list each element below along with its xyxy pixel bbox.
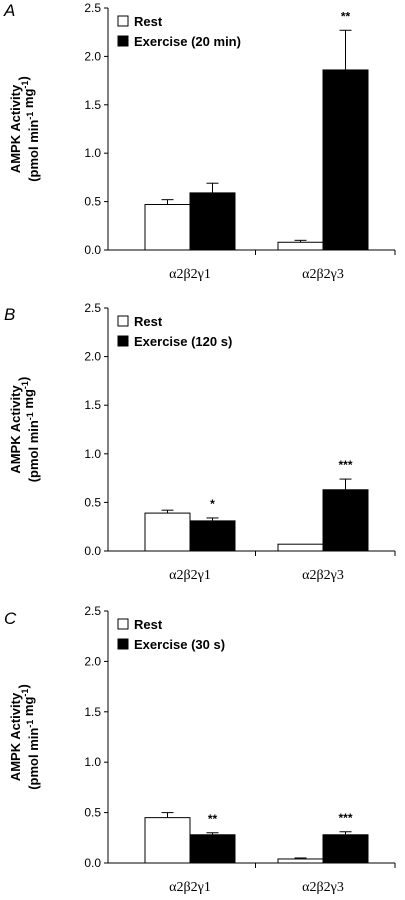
- y-tick-label: 2.0: [84, 654, 101, 668]
- y-axis-label: AMPK Activity (pmol min-1 mg-1): [8, 76, 41, 182]
- y-axis-label-ylabel-line2-main: (pmol min: [26, 120, 41, 182]
- bar-exercise: [189, 520, 236, 552]
- y-tick-label: 1.5: [84, 98, 101, 112]
- panel-b: B 0.0 0.5 1.0 1.5 2.0 2.5 α2β2γ1 α2β2γ3 AMPK Acti…: [4, 301, 396, 583]
- y-axis-label-ylabel-end: ): [16, 377, 31, 381]
- y-axis-label-ylabel-mid: mg: [21, 89, 36, 112]
- legend-label: Rest: [134, 617, 163, 632]
- y-axis-label-ylabel-end: ): [16, 684, 31, 688]
- bar-rest: [277, 858, 324, 864]
- legend-label: Rest: [134, 314, 163, 329]
- y-axis-label-ylabel-mid: mg: [21, 697, 36, 720]
- significance-marker: **: [208, 812, 218, 826]
- y-axis-label-line1: AMPK Activity: [8, 385, 23, 474]
- bar-exercise: [322, 69, 369, 251]
- y-axis-label-ylabel-line2-main: (pmol min: [26, 420, 41, 482]
- legend-swatch: [117, 618, 129, 630]
- y-tick-label: 0.5: [84, 195, 101, 209]
- y-tick-label: 0.0: [84, 856, 101, 870]
- y-axis-label-ylabel-end: ): [16, 76, 31, 80]
- significance-marker: *: [210, 497, 215, 511]
- legend-swatch: [117, 638, 129, 650]
- y-axis-label-ylabel-sup1: -1: [25, 412, 35, 420]
- legend-label: Rest: [134, 14, 163, 29]
- y-axis-label: AMPK Activity (pmol min-1 mg-1): [8, 684, 41, 790]
- legend-label: Exercise (20 min): [134, 34, 241, 49]
- y-tick-label: 1.0: [84, 755, 101, 769]
- y-tick-label: 2.0: [84, 49, 101, 63]
- y-axis-label-line2: (pmol min-1 mg-1): [16, 76, 41, 182]
- y-axis-label-line1: AMPK Activity: [8, 84, 23, 173]
- y-axis-label-line2: (pmol min-1 mg-1): [16, 377, 41, 483]
- significance-marker: **: [341, 9, 351, 23]
- panel-letter: A: [3, 1, 15, 20]
- y-axis-label-line2: (pmol min-1 mg-1): [16, 684, 41, 790]
- legend-label: Exercise (120 s): [134, 334, 232, 349]
- y-tick-label: 0.5: [84, 495, 101, 509]
- y-tick-label: 2.5: [84, 301, 101, 315]
- category-label: α2β2γ1: [169, 267, 211, 282]
- y-axis-label-ylabel-sup1: -1: [25, 112, 35, 120]
- legend-label: Exercise (30 s): [134, 637, 225, 652]
- y-tick-label: 0.5: [84, 806, 101, 820]
- panel-letter: C: [4, 609, 17, 628]
- y-axis-label-ylabel-line2-main: (pmol min: [26, 728, 41, 790]
- bar-rest: [144, 204, 191, 251]
- y-axis-label-ylabel-sup1: -1: [25, 720, 35, 728]
- category-label: α2β2γ1: [169, 880, 211, 895]
- panel-a: A 0.0 0.5 1.0 1.5 2.0 2.5 α2β2γ1 α2β2γ3 AMPK Acti…: [3, 1, 396, 282]
- y-tick-label: 1.5: [84, 398, 101, 412]
- y-axis-label-line1: AMPK Activity: [8, 692, 23, 781]
- significance-marker: ***: [338, 811, 352, 825]
- y-tick-label: 2.5: [84, 604, 101, 618]
- y-axis-label-ylabel-sup2: -1: [20, 381, 30, 389]
- y-axis-label-ylabel-mid: mg: [21, 389, 36, 412]
- bar-exercise: [322, 489, 369, 552]
- y-tick-label: 1.0: [84, 146, 101, 160]
- panel-letter: B: [4, 305, 15, 324]
- legend-swatch: [117, 15, 129, 27]
- bar-exercise: [322, 834, 369, 864]
- category-label: α2β2γ1: [169, 568, 211, 583]
- legend-swatch: [117, 315, 129, 327]
- legend-swatch: [117, 335, 129, 347]
- panel-c: C 0.0 0.5 1.0 1.5 2.0 2.5 α2β2γ1 α2β2γ3 AMPK Acti…: [4, 604, 396, 895]
- legend-swatch: [117, 35, 129, 47]
- significance-marker: ***: [338, 458, 352, 472]
- y-tick-label: 2.0: [84, 350, 101, 364]
- category-label: α2β2γ3: [302, 267, 344, 282]
- y-axis-label-ylabel-sup2: -1: [20, 81, 30, 89]
- bar-rest: [144, 817, 191, 864]
- y-tick-label: 1.5: [84, 705, 101, 719]
- category-label: α2β2γ3: [302, 880, 344, 895]
- y-tick-label: 0.0: [84, 544, 101, 558]
- y-tick-label: 1.0: [84, 447, 101, 461]
- bar-rest: [277, 241, 324, 251]
- bar-rest: [144, 512, 191, 552]
- y-axis-label: AMPK Activity (pmol min-1 mg-1): [8, 377, 41, 483]
- bar-exercise: [189, 834, 236, 864]
- y-tick-label: 0.0: [84, 243, 101, 257]
- bar-exercise: [189, 192, 236, 251]
- y-tick-label: 2.5: [84, 1, 101, 15]
- category-label: α2β2γ3: [302, 568, 344, 583]
- bar-rest: [277, 543, 324, 552]
- y-axis-label-ylabel-sup2: -1: [20, 689, 30, 697]
